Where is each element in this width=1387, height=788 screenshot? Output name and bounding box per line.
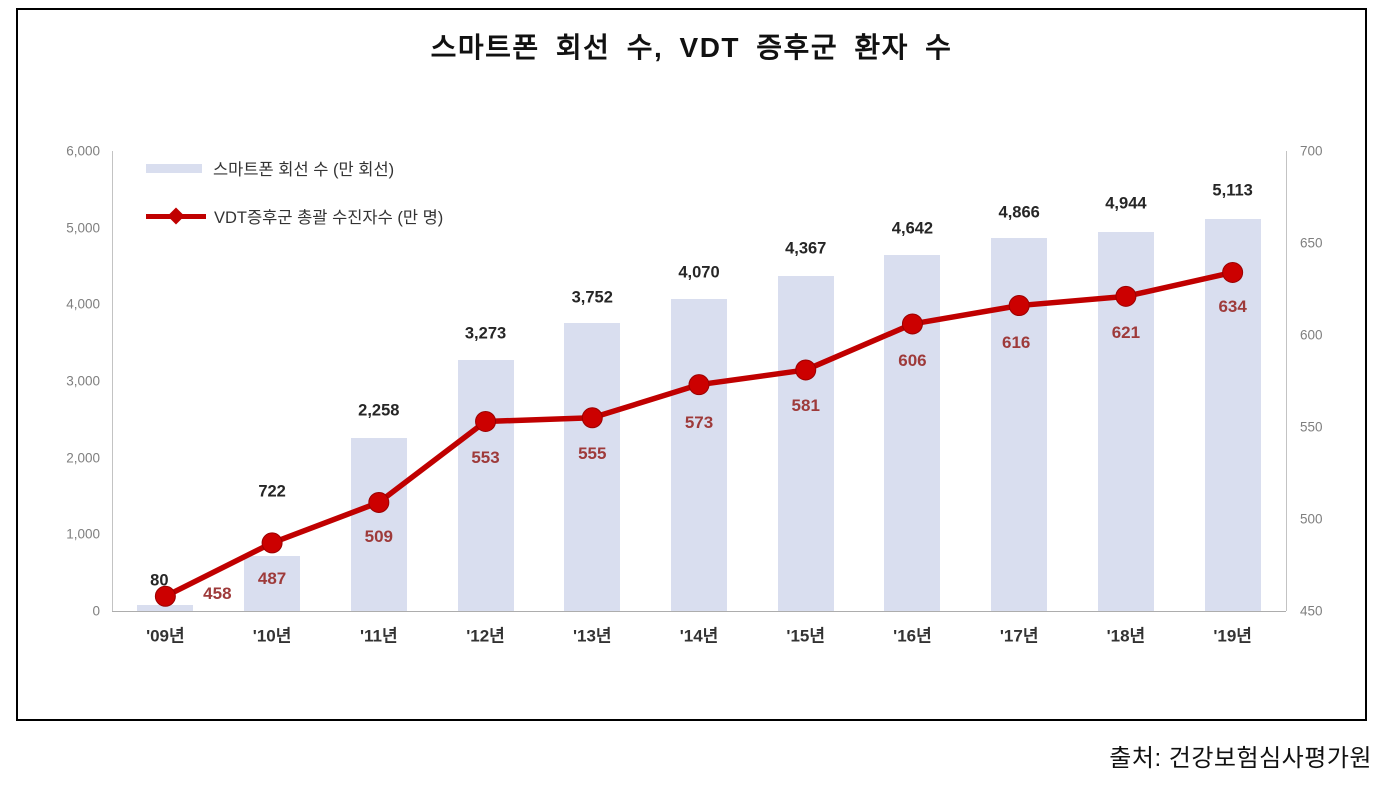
- bar-'14년: [671, 298, 727, 611]
- bar-series-swatch: [146, 163, 202, 173]
- bar-value-label: 2,258: [358, 401, 400, 420]
- line-marker-'17년: [1008, 295, 1030, 317]
- x-axis-label: '17년: [999, 626, 1039, 646]
- bar-value-label: 4,866: [998, 203, 1040, 222]
- line-value-label: 616: [1001, 332, 1031, 352]
- x-axis-label: '14년: [679, 626, 719, 646]
- bar-value-label: 4,367: [785, 239, 827, 258]
- right-axis-line: [1286, 151, 1287, 611]
- line-value-label: 621: [1111, 323, 1141, 343]
- vdt-line: [164, 269, 1234, 599]
- bar-'19년: [1204, 219, 1261, 611]
- line-marker-'13년: [581, 407, 603, 429]
- bar-'13년: [564, 323, 621, 611]
- x-axis-label: '13년: [572, 626, 612, 646]
- bar-value-label: 3,752: [571, 288, 613, 307]
- left-axis-tick-label: 3,000: [66, 373, 100, 389]
- x-axis-label: '09년: [146, 626, 185, 646]
- chart-frame: 스마트폰 회선 수, VDT 증후군 환자 수 스마트폰 회선 수 (만 회선)…: [16, 8, 1367, 721]
- left-axis-tick-label: 2,000: [66, 450, 100, 466]
- bar-value-label: 4,944: [1105, 194, 1147, 213]
- line-marker-'09년: [154, 585, 176, 607]
- right-axis-tick-label: 600: [1300, 327, 1323, 343]
- x-axis-label: '15년: [786, 626, 826, 646]
- bar-value-label: 4,070: [678, 263, 720, 282]
- left-axis-tick-label: 1,000: [66, 526, 100, 542]
- x-axis-label: '16년: [893, 626, 932, 646]
- legend-label-vdt: VDT증후군 총괄 수진자수 (만 명): [214, 209, 444, 227]
- bar-value-label: 722: [258, 482, 286, 501]
- right-axis-tick-label: 500: [1300, 511, 1323, 527]
- left-axis-tick-label: 0: [92, 603, 100, 619]
- bar-'10년: [244, 555, 301, 611]
- line-marker-'12년: [475, 410, 497, 432]
- line-marker-'11년: [368, 491, 390, 513]
- line-value-label: 573: [684, 412, 714, 432]
- bar-'09년: [137, 604, 194, 611]
- line-value-label: 581: [791, 395, 820, 415]
- chart-area: 스마트폰 회선 수, VDT 증후군 환자 수 스마트폰 회선 수 (만 회선)…: [18, 10, 1365, 719]
- line-marker-'15년: [795, 359, 817, 381]
- line-marker-'10년: [261, 532, 283, 554]
- x-axis-label: '18년: [1106, 626, 1146, 646]
- left-axis-line: [112, 151, 113, 611]
- x-axis-label: '19년: [1213, 626, 1252, 646]
- vdt-line-series: [154, 261, 1244, 607]
- source-note: 출처: 건강보험심사평가원: [1109, 745, 1372, 772]
- x-axis-label: '12년: [466, 626, 505, 646]
- bar-value-label: 80: [150, 571, 169, 590]
- x-axis-label: '10년: [252, 626, 292, 646]
- bar-'15년: [777, 276, 834, 611]
- line-series-swatch: [146, 207, 206, 225]
- right-axis-tick-label: 550: [1300, 419, 1323, 435]
- right-axis-tick-label: 450: [1300, 603, 1323, 619]
- line-marker-'18년: [1115, 285, 1137, 307]
- x-axis-label: '11년: [359, 626, 398, 646]
- legend: 스마트폰 회선 수 (만 회선) VDT증후군 총괄 수진자수 (만 명): [146, 153, 443, 249]
- left-axis-tick-label: 4,000: [66, 296, 100, 312]
- bar-value-label: 4,642: [891, 219, 934, 238]
- left-axis-tick-label: 5,000: [66, 220, 100, 236]
- legend-item-vdt: VDT증후군 총괄 수진자수 (만 명): [146, 201, 443, 231]
- chart-title: 스마트폰 회선 수, VDT 증후군 환자 수: [430, 32, 953, 63]
- line-value-label: 555: [578, 443, 607, 463]
- line-value-label: 458: [203, 584, 232, 604]
- bar-'12년: [457, 360, 514, 611]
- x-axis-line: [112, 611, 1286, 612]
- line-value-label: 553: [471, 448, 500, 468]
- right-axis-tick-label: 650: [1300, 235, 1323, 251]
- line-marker-'19년: [1222, 261, 1244, 283]
- legend-label-smartphone: 스마트폰 회선 수 (만 회선): [213, 161, 395, 179]
- bar-'11년: [350, 437, 407, 611]
- right-axis-tick-label: 700: [1300, 143, 1323, 159]
- left-axis-tick-label: 6,000: [66, 143, 100, 159]
- line-value-label: 606: [898, 350, 927, 370]
- bar-value-label: 3,273: [464, 324, 507, 343]
- line-marker-'14년: [688, 374, 710, 396]
- line-value-label: 487: [257, 568, 287, 588]
- line-value-label: 634: [1218, 297, 1247, 317]
- line-value-label: 509: [364, 527, 393, 547]
- line-marker-'16년: [901, 313, 923, 335]
- legend-item-smartphone: 스마트폰 회선 수 (만 회선): [146, 153, 443, 183]
- bar-value-label: 5,113: [1212, 181, 1253, 200]
